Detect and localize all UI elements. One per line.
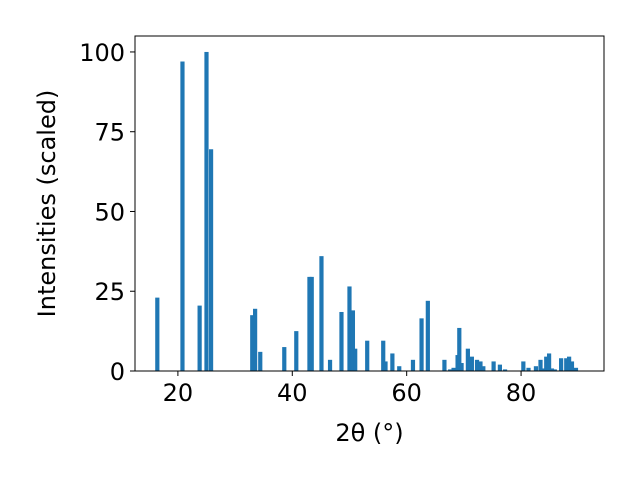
bar [390,353,395,371]
bar [491,361,496,371]
bar [546,353,552,371]
bar [309,276,314,371]
bar [526,367,531,371]
bar [383,361,388,371]
bar [204,51,209,371]
bar [465,348,470,371]
bar [474,359,480,371]
bar [478,361,483,371]
bar [569,361,575,371]
bar [540,368,545,371]
x-tick-label: 60 [391,379,422,407]
bar [353,348,358,371]
y-axis-label: Intensities (scaled) [33,90,61,318]
bar [410,359,416,371]
bar [350,310,356,371]
y-tick-label: 25 [94,278,125,306]
bar [442,359,447,371]
bar [502,369,508,371]
bar [448,369,453,371]
bar [544,356,549,371]
bar [451,367,456,371]
bar [459,363,464,371]
bar [294,331,299,371]
bar [552,369,557,371]
bar [397,366,402,371]
bar [481,366,486,371]
y-tick-label: 50 [94,198,125,226]
bar [549,368,555,371]
bar [538,359,543,371]
x-tick-label: 20 [163,379,194,407]
bar [567,356,572,371]
bar [347,286,352,371]
x-tick-label: 40 [277,379,308,407]
bar [533,366,539,371]
bar [573,367,579,371]
bar [327,359,333,371]
x-axis-label: 2θ (°) [335,419,403,447]
y-tick-label: 0 [110,358,125,386]
bar [253,308,258,371]
bar [155,297,160,371]
x-tick-label: 80 [506,379,537,407]
bar [365,340,370,371]
bar [381,340,386,371]
bar [559,358,564,371]
bar [250,315,255,371]
bar [419,318,424,371]
bar [521,361,526,371]
bar-series [155,51,579,372]
bar [319,256,324,371]
bar [564,358,569,371]
bar [497,364,502,371]
bar [307,276,312,371]
bar [339,311,344,371]
y-axis: 0 25 50 75 100 [79,39,135,386]
y-tick-label: 75 [94,119,125,147]
bar [469,356,474,371]
bar [180,61,185,372]
plot-frame [134,35,605,372]
bar [457,327,462,371]
bar [208,149,214,371]
bar [197,305,202,371]
bar [258,351,263,371]
x-axis: 20 40 60 80 [163,371,537,407]
bar [425,300,430,371]
y-tick-label: 100 [79,39,125,67]
bar [282,347,287,371]
